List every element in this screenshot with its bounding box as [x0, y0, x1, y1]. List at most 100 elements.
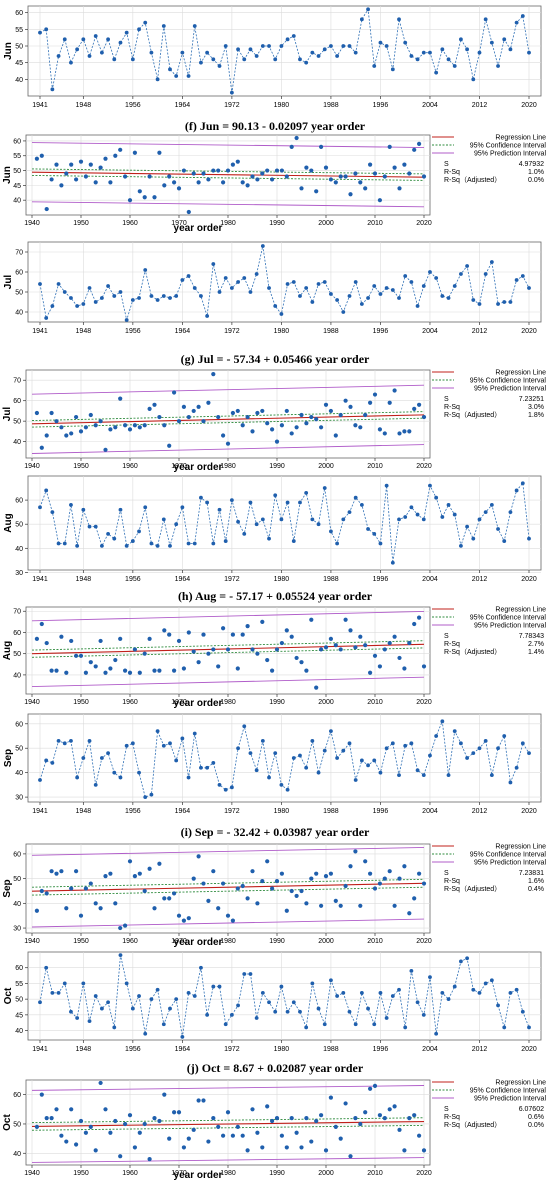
data-point	[421, 773, 426, 778]
data-point	[59, 183, 64, 188]
data-point	[359, 503, 364, 507]
data-point	[123, 668, 128, 673]
x-tick-label: 1950	[73, 1170, 89, 1177]
x-tick-label: 1948	[76, 1046, 92, 1053]
data-point	[62, 290, 67, 294]
data-point	[314, 417, 319, 422]
x-tick-label: 1960	[122, 699, 138, 706]
data-point	[98, 906, 103, 911]
data-point	[483, 272, 488, 276]
data-point	[81, 507, 86, 512]
x-tick-label: 1970	[171, 463, 187, 470]
data-point	[279, 984, 284, 989]
data-point	[181, 666, 186, 671]
y-tick-label: 70	[13, 378, 21, 385]
data-point	[34, 1124, 40, 1129]
y-tick-label: 30	[15, 795, 23, 802]
data-point	[260, 408, 265, 414]
data-point	[392, 165, 397, 170]
data-point	[56, 54, 61, 58]
data-point	[434, 495, 439, 500]
data-point	[236, 1003, 240, 1008]
data-point	[192, 286, 197, 290]
data-point	[157, 414, 162, 420]
y-tick-label: 50	[13, 168, 21, 175]
data-point	[265, 421, 270, 426]
data-point	[299, 412, 304, 418]
data-point	[205, 314, 210, 318]
data-point	[44, 316, 49, 320]
data-point	[103, 447, 108, 452]
data-point	[291, 539, 296, 543]
x-tick-label: 1956	[125, 102, 141, 109]
data-point	[196, 180, 201, 185]
x-tick-label: 1950	[73, 938, 89, 945]
data-point	[378, 292, 383, 296]
data-point	[162, 896, 167, 901]
data-point	[127, 1113, 133, 1118]
data-point	[221, 1133, 226, 1138]
data-point	[250, 647, 255, 652]
data-point	[289, 431, 294, 436]
data-point	[196, 854, 201, 859]
data-point	[496, 64, 500, 68]
data-point	[316, 282, 321, 286]
data-point	[417, 871, 422, 876]
data-point	[99, 1006, 104, 1011]
y-tick-label: 30	[13, 926, 21, 933]
data-point	[113, 901, 118, 906]
y-tick-label: 60	[15, 965, 23, 972]
data-point	[335, 541, 340, 546]
data-point	[81, 981, 86, 986]
data-point	[38, 505, 42, 510]
data-point	[50, 304, 55, 308]
data-point	[230, 632, 235, 637]
legend-label: 95% Confidence Interval	[470, 615, 547, 622]
plot-frame	[27, 241, 542, 323]
data-point	[235, 159, 240, 164]
data-point	[390, 67, 395, 72]
data-point	[353, 778, 358, 782]
data-point	[465, 47, 470, 52]
x-tick-label: 1996	[373, 576, 389, 583]
data-point	[341, 748, 346, 753]
data-point	[322, 1022, 327, 1027]
data-point	[323, 165, 329, 170]
y-tick-label: 60	[15, 270, 23, 277]
data-point	[260, 990, 265, 995]
data-point	[284, 628, 289, 633]
data-point	[123, 1121, 128, 1127]
data-point	[372, 171, 378, 176]
data-point	[112, 536, 117, 541]
data-point	[372, 392, 378, 397]
x-tick-label: 1940	[24, 938, 40, 945]
x-tick-label: 1996	[373, 808, 389, 815]
data-point	[273, 304, 278, 308]
x-tick-label: 2000	[318, 463, 334, 470]
data-point	[294, 893, 299, 899]
data-point	[502, 539, 507, 543]
stat-value: 3.0%	[528, 404, 544, 411]
x-tick-label: 1970	[171, 220, 187, 227]
x-tick-label: 1950	[73, 463, 89, 470]
data-point	[186, 74, 191, 78]
data-point	[372, 284, 377, 288]
data-point	[223, 539, 228, 543]
data-point	[44, 965, 49, 970]
data-point	[87, 286, 92, 290]
data-point	[387, 400, 392, 405]
series-line	[39, 8, 530, 93]
data-point	[402, 666, 407, 671]
data-point	[62, 541, 67, 546]
data-point	[142, 651, 147, 656]
stat-value: 7.23831	[519, 870, 544, 877]
data-point	[421, 174, 427, 179]
data-point	[143, 505, 148, 510]
data-point	[353, 1022, 358, 1027]
data-point	[392, 903, 397, 908]
legend-label: 95% Prediction Interval	[474, 860, 546, 867]
data-point	[167, 632, 172, 637]
y-tick-label: 40	[13, 672, 21, 679]
data-point	[274, 168, 280, 173]
data-point	[341, 517, 346, 522]
